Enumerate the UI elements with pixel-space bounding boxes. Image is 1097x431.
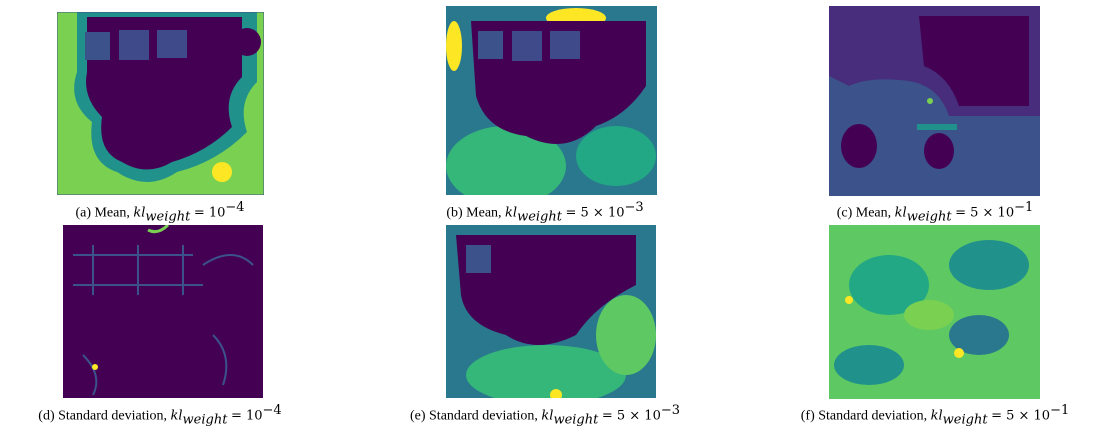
math-rhs: = 5 × 10 bbox=[991, 409, 1050, 424]
math-rhs: = 10 bbox=[231, 409, 263, 424]
panel-image bbox=[829, 225, 1040, 399]
math-var: kl bbox=[133, 206, 145, 221]
panel-image bbox=[446, 6, 657, 195]
math-var: kl bbox=[505, 206, 517, 221]
caption-label: (d) Standard deviation, bbox=[38, 409, 167, 424]
caption-label: (a) Mean, bbox=[75, 206, 129, 221]
math-var: kl bbox=[170, 409, 182, 424]
math-exp: −1 bbox=[1050, 403, 1069, 418]
caption: (a) Mean, klweight = 10−4 bbox=[0, 200, 340, 224]
math-sub: weight bbox=[517, 209, 562, 224]
math-exp: −3 bbox=[624, 200, 643, 215]
caption: (d) Standard deviation, klweight = 10−4 bbox=[0, 403, 340, 427]
caption: (c) Mean, klweight = 5 × 10−1 bbox=[755, 200, 1097, 224]
caption: (b) Mean, klweight = 5 × 10−3 bbox=[365, 200, 725, 224]
math-sub: weight bbox=[183, 412, 228, 427]
math-rhs: = 5 × 10 bbox=[602, 409, 661, 424]
caption: (e) Standard deviation, klweight = 5 × 1… bbox=[365, 403, 725, 427]
math-rhs: = 5 × 10 bbox=[955, 206, 1014, 221]
caption: (f) Standard deviation, klweight = 5 × 1… bbox=[755, 403, 1097, 427]
caption-label: (c) Mean, bbox=[837, 206, 891, 221]
page: (a) Mean, klweight = 10−4(b) Mean, klwei… bbox=[0, 0, 1097, 431]
caption-label: (f) Standard deviation, bbox=[801, 409, 927, 424]
math-exp: −4 bbox=[263, 403, 282, 418]
math-var: kl bbox=[541, 409, 553, 424]
panel-image bbox=[57, 12, 264, 195]
math-rhs: = 5 × 10 bbox=[565, 206, 624, 221]
panel-image bbox=[63, 225, 263, 398]
math-sub: weight bbox=[553, 412, 598, 427]
panel-image bbox=[446, 225, 656, 398]
math-exp: −1 bbox=[1014, 200, 1033, 215]
math-sub: weight bbox=[943, 412, 988, 427]
math-exp: −3 bbox=[661, 403, 680, 418]
math-rhs: = 10 bbox=[194, 206, 226, 221]
math-sub: weight bbox=[145, 209, 190, 224]
math-var: kl bbox=[895, 206, 907, 221]
math-sub: weight bbox=[907, 209, 952, 224]
caption-label: (e) Standard deviation, bbox=[410, 409, 538, 424]
math-exp: −4 bbox=[225, 200, 244, 215]
panel-image bbox=[829, 6, 1040, 196]
caption-label: (b) Mean, bbox=[446, 206, 501, 221]
math-var: kl bbox=[931, 409, 943, 424]
